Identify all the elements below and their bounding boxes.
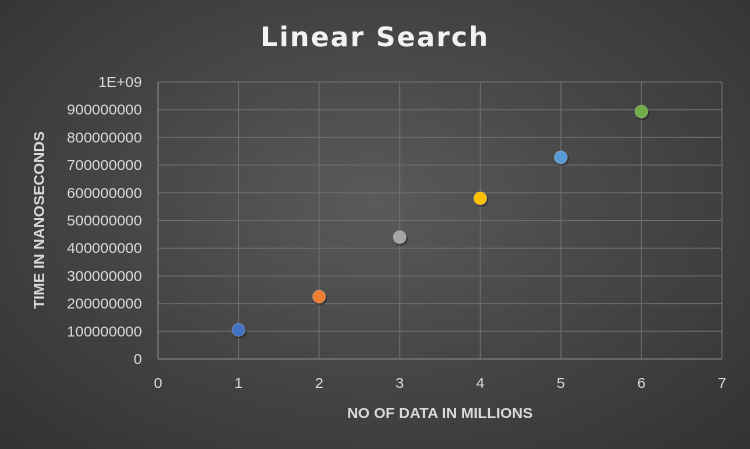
y-tick-label: 1E+09: [98, 74, 142, 91]
x-tick-label: 6: [637, 375, 645, 392]
chart-title: Linear Search: [261, 22, 490, 53]
data-point-marker: [634, 104, 649, 119]
tick-labels: 0 100000000 200000000 300000000 400000000 500…: [67, 74, 726, 392]
y-tick-label: 700000000: [67, 157, 142, 174]
x-tick-label: 2: [315, 375, 323, 392]
data-point: [553, 150, 569, 166]
y-tick-label: 900000000: [67, 102, 142, 119]
data-point-marker: [553, 150, 568, 165]
data-points: [231, 104, 650, 339]
x-tick-label: 5: [557, 375, 565, 392]
y-tick-label: 0: [134, 351, 142, 368]
data-point: [473, 191, 489, 207]
data-point-marker: [392, 230, 407, 245]
gridlines: [158, 81, 723, 359]
data-point-marker: [312, 289, 327, 304]
x-tick-label: 4: [476, 375, 484, 392]
x-axis-title: NO OF DATA IN MILLIONS: [347, 405, 533, 422]
data-point-marker: [473, 191, 488, 206]
data-point: [312, 289, 328, 306]
axes: [157, 82, 722, 360]
y-tick-label: 600000000: [67, 185, 142, 202]
y-tick-label: 100000000: [67, 323, 142, 340]
y-tick-label: 500000000: [67, 213, 142, 230]
y-tick-label: 300000000: [67, 268, 142, 285]
x-tick-label: 7: [718, 375, 726, 392]
data-point: [634, 104, 650, 121]
x-tick-label: 0: [154, 375, 162, 392]
data-point: [231, 323, 247, 339]
x-tick-label: 3: [396, 375, 404, 392]
y-tick-label: 200000000: [67, 296, 142, 313]
y-tick-label: 400000000: [67, 240, 142, 257]
y-tick-label: 800000000: [67, 129, 142, 146]
data-point: [392, 230, 408, 246]
data-point-marker: [231, 323, 246, 337]
y-axis-title: TIME IN NANOSECONDS: [31, 131, 48, 309]
x-tick-label: 1: [234, 375, 242, 392]
